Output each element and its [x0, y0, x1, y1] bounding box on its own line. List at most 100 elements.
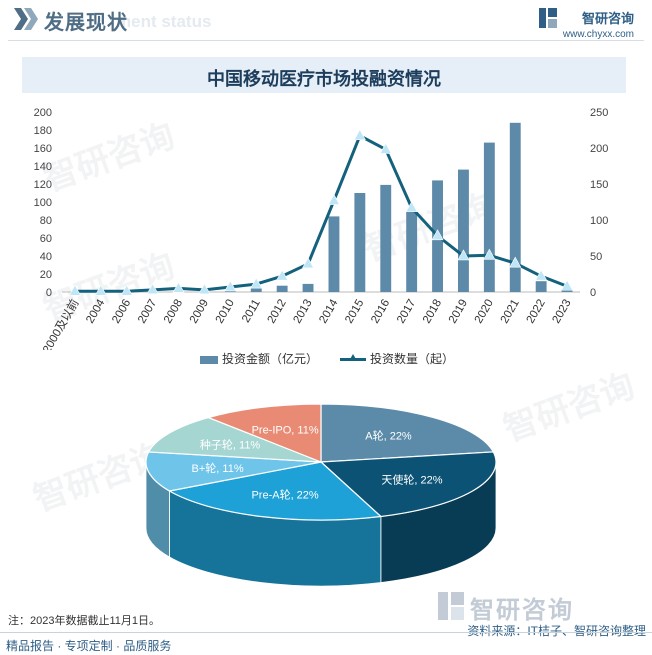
brand-name: 智研咨询: [581, 11, 634, 26]
right-axis-tick: 200: [590, 143, 608, 155]
left-axis-tick: 40: [40, 251, 52, 263]
count-point-2018: [431, 229, 444, 241]
count-point-2014: [327, 193, 340, 205]
chart-legend: 投资金额（亿元） 投资数量（起）: [0, 350, 652, 370]
count-point-2019: [457, 249, 470, 261]
x-axis-tick: 2012: [266, 298, 289, 326]
pie-slice-种子轮: [147, 416, 322, 463]
double-chevron-icon: [14, 8, 38, 30]
count-point-2009: [198, 283, 211, 295]
x-axis-tick: 2007: [136, 298, 159, 326]
x-axis-tick: 2019: [447, 298, 470, 326]
x-axis-tick: 2022: [525, 298, 548, 326]
pie-label-Pre-A轮: Pre-A轮, 22%: [251, 488, 318, 502]
count-point-2000及以前: [68, 284, 81, 296]
header: ment status 发展现状 智研咨询 www.chyxx.com: [0, 0, 652, 40]
left-axis-tick: 140: [34, 161, 52, 173]
pie-slice-B+轮: [145, 451, 322, 492]
pie-label-种子轮: 种子轮, 11%: [200, 438, 261, 452]
bar-amount-2012: [276, 285, 288, 292]
x-axis-tick: 2021: [499, 298, 522, 326]
pie-label-A轮: A轮, 22%: [365, 428, 412, 442]
x-axis-tick: 2015: [343, 298, 366, 326]
count-point-2006: [120, 284, 133, 296]
pie-label-B+轮: B+轮, 11%: [192, 461, 244, 475]
brand-logo-icon: [538, 8, 557, 28]
legend-item-amount: 投资金额（亿元）: [200, 350, 318, 367]
x-axis-tick: 2014: [317, 297, 340, 326]
x-axis-tick: 2020: [473, 297, 496, 325]
x-axis-tick: 2011: [240, 298, 263, 325]
bar-amount-2020: [483, 142, 495, 292]
pie-slice-A轮: [320, 403, 495, 463]
pie-chart: A轮, 22% 天使轮, 22% Pre-A轮, 22% B+轮, 11% 种子轮, 1…: [145, 403, 497, 587]
bar-amount-2016: [380, 184, 392, 292]
combo-chart: 0 20 40 60 80 100 120 140 160 180 200 0 50 100 150 200 2…: [34, 107, 609, 351]
count-point-2015: [353, 129, 366, 141]
count-point-2016: [379, 142, 392, 154]
left-axis-tick: 160: [34, 143, 52, 155]
legend-line-label: 投资数量（起）: [370, 352, 455, 366]
bar-amount-2019: [458, 169, 469, 292]
count-line: [74, 134, 568, 293]
pie-slice-天使轮: [319, 451, 497, 518]
count-point-2013: [302, 257, 315, 269]
brand-url: www.chyxx.com: [562, 29, 634, 40]
x-axis-tick: 2006: [110, 298, 133, 326]
bar-amount-2015: [354, 193, 366, 292]
x-axis-tick: 2010: [214, 298, 237, 326]
footer-brand: 智研咨询: [470, 597, 574, 624]
count-point-2004: [94, 284, 107, 296]
pie-slice-Pre-IPO: [206, 403, 322, 463]
page-title: 发展现状: [44, 12, 128, 34]
right-axis-tick: 100: [590, 215, 608, 227]
header-divider: [8, 40, 644, 41]
bar-amount-2014: [328, 216, 340, 292]
chart-note: 注：2023年数据截止11月1日。: [8, 615, 161, 627]
bar-amount-2011: [250, 288, 262, 292]
footer-tagline: 精品报告 · 专项定制 · 品质服务: [6, 639, 172, 653]
count-point-2021: [509, 256, 522, 268]
right-axis-tick: 0: [590, 287, 596, 299]
footer-divider: [0, 632, 652, 633]
left-axis-tick: 100: [34, 197, 52, 209]
header-ghost-text: ment status: [116, 12, 212, 31]
legend-bar-swatch: [200, 355, 218, 364]
pie-slice-Pre-A轮: [167, 461, 383, 521]
right-axis-tick: 150: [590, 179, 608, 191]
bar-amount-2010: [224, 291, 236, 292]
count-point-2012: [276, 269, 289, 281]
x-axis-tick: 2004: [84, 297, 107, 326]
bar-amount-2013: [302, 283, 314, 292]
chart-title-box: 中国移动医疗市场投融资情况: [22, 57, 626, 93]
left-axis-tick: 60: [40, 233, 52, 245]
x-axis-tick: 2000及以前: [39, 297, 81, 351]
data-source: 资料来源：IT桔子、智研咨询整理: [467, 624, 646, 638]
bar-amount-2022: [535, 281, 547, 292]
x-axis-tick: 2017: [395, 298, 418, 326]
left-axis-tick: 120: [34, 179, 52, 191]
x-axis-tick: 2018: [421, 298, 444, 326]
brand: 智研咨询 www.chyxx.com: [538, 8, 634, 40]
count-point-2008: [172, 281, 185, 293]
count-point-2022: [535, 269, 548, 281]
count-point-2020: [483, 248, 496, 260]
left-axis-tick: 180: [34, 125, 52, 137]
pie-label-天使轮: 天使轮, 22%: [381, 472, 442, 486]
chart-title: 中国移动医疗市场投融资情况: [207, 69, 441, 89]
legend-line-swatch: [340, 354, 366, 362]
pie-label-Pre-IPO: Pre-IPO, 11%: [252, 424, 319, 436]
x-axis-tick: 2016: [369, 298, 392, 326]
x-axis-tick: 2023: [550, 298, 573, 326]
count-point-2007: [146, 283, 159, 295]
bar-amount-2021: [509, 122, 521, 292]
x-axis-tick: 2013: [291, 298, 314, 326]
count-point-2011: [250, 277, 263, 289]
bar-amount-2023: [561, 289, 573, 292]
count-point-2010: [224, 280, 237, 292]
legend-item-count: 投资数量（起）: [340, 350, 454, 367]
footer-logo-icon: [438, 592, 464, 620]
count-point-2017: [405, 201, 418, 213]
watermark: 智研咨询: [498, 366, 640, 449]
left-axis-tick: 20: [40, 269, 52, 281]
